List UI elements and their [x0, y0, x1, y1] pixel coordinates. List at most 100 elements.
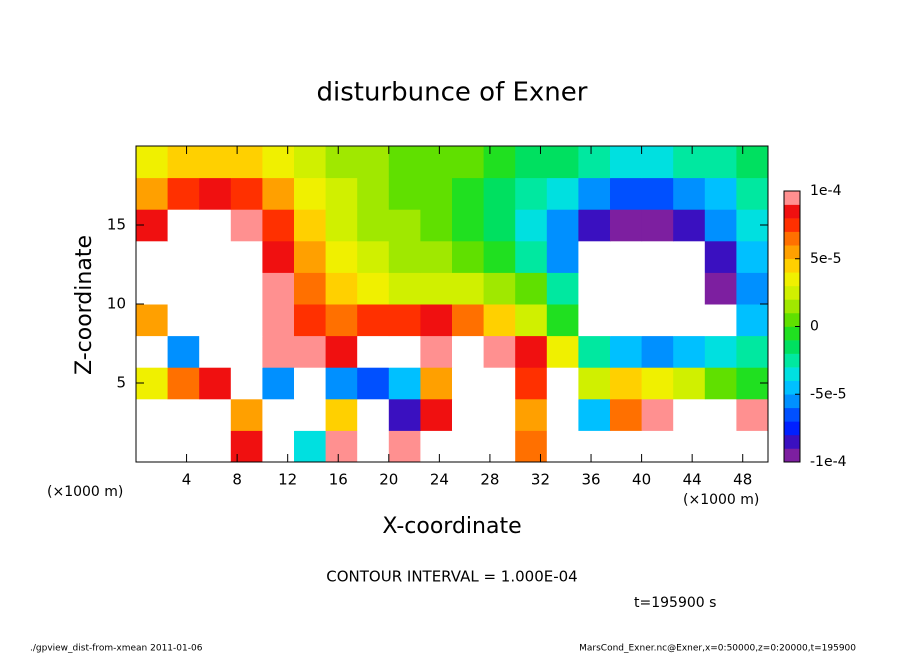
- heat-cell: [736, 430, 769, 463]
- heat-cell: [546, 209, 579, 242]
- heat-cell: [167, 272, 200, 305]
- heat-cell: [325, 398, 358, 431]
- heat-cell: [357, 430, 390, 463]
- heat-cell: [325, 146, 358, 179]
- heat-cell: [452, 209, 485, 242]
- heat-cell: [388, 304, 421, 337]
- heat-cell: [546, 146, 579, 179]
- heat-cell: [736, 398, 769, 431]
- heat-cell: [262, 430, 295, 463]
- heat-cell: [230, 272, 263, 305]
- x-tick-label: 4: [182, 471, 192, 489]
- heat-cell: [388, 240, 421, 273]
- heat-cell: [199, 398, 232, 431]
- colorbar-tick-label: 1e-4: [810, 183, 842, 199]
- heat-cell: [546, 240, 579, 273]
- heat-cell: [641, 240, 674, 273]
- heat-cell: [388, 209, 421, 242]
- colorbar-band: [784, 299, 800, 314]
- colorbar-band: [784, 448, 800, 463]
- heat-cell: [483, 430, 516, 463]
- heat-cell: [136, 398, 169, 431]
- heat-cell: [199, 240, 232, 273]
- heat-cell: [452, 335, 485, 368]
- heat-cell: [610, 272, 643, 305]
- heat-cell: [578, 304, 611, 337]
- heat-cell: [230, 240, 263, 273]
- heat-cell: [546, 398, 579, 431]
- heat-cell: [167, 177, 200, 210]
- heat-cell: [610, 304, 643, 337]
- heat-cell: [704, 367, 737, 400]
- x-tick-label: 24: [430, 471, 449, 489]
- heat-cell: [736, 335, 769, 368]
- heat-cell: [641, 304, 674, 337]
- heat-cell: [262, 304, 295, 337]
- colorbar-tick-label: 5e-5: [810, 251, 841, 267]
- heat-cell: [483, 304, 516, 337]
- heat-cell: [325, 240, 358, 273]
- heat-cell: [167, 398, 200, 431]
- heat-cell: [546, 304, 579, 337]
- heat-cell: [294, 304, 327, 337]
- heat-cell: [673, 209, 706, 242]
- heat-cell: [167, 146, 200, 179]
- heat-cell: [230, 430, 263, 463]
- heat-cell: [420, 430, 453, 463]
- heat-cell: [167, 430, 200, 463]
- heat-cell: [515, 398, 548, 431]
- heat-cell: [515, 209, 548, 242]
- y-tick-label: 10: [107, 295, 126, 313]
- colorbar-band: [784, 285, 800, 300]
- heat-cell: [420, 177, 453, 210]
- heat-cell: [325, 304, 358, 337]
- colorbar-band: [784, 353, 800, 368]
- heat-cell: [294, 177, 327, 210]
- heat-cell: [673, 398, 706, 431]
- heat-cell: [325, 367, 358, 400]
- heat-cell: [136, 430, 169, 463]
- colorbar-tick-label: 0: [810, 319, 819, 335]
- heat-cell: [167, 209, 200, 242]
- heat-cell: [357, 146, 390, 179]
- heat-cell: [483, 335, 516, 368]
- heat-cell: [420, 146, 453, 179]
- heat-cell: [546, 430, 579, 463]
- x-tick-label: 12: [278, 471, 297, 489]
- colorbar-tick-label: -1e-4: [810, 454, 847, 470]
- heat-cell: [704, 177, 737, 210]
- y-tick-label: 5: [116, 374, 126, 392]
- heat-cell: [262, 335, 295, 368]
- heat-cell: [515, 240, 548, 273]
- heat-cell: [673, 335, 706, 368]
- heat-cell: [673, 430, 706, 463]
- heat-cell: [578, 177, 611, 210]
- heat-cell: [578, 240, 611, 273]
- heat-cell: [641, 367, 674, 400]
- heat-cell: [325, 177, 358, 210]
- heat-cell: [262, 146, 295, 179]
- heat-cell: [452, 367, 485, 400]
- heat-cell: [452, 240, 485, 273]
- colorbar-band: [784, 204, 800, 219]
- heat-cell: [294, 430, 327, 463]
- heat-cell: [199, 335, 232, 368]
- heat-cell: [388, 272, 421, 305]
- heat-cell: [704, 335, 737, 368]
- colorbar-band: [784, 434, 800, 449]
- heat-cell: [578, 272, 611, 305]
- x-tick-label: 40: [632, 471, 651, 489]
- colorbar-band: [784, 231, 800, 246]
- heat-cell: [704, 304, 737, 337]
- heat-cell: [546, 367, 579, 400]
- x-tick-label: 16: [329, 471, 348, 489]
- colorbar-band: [784, 312, 800, 327]
- x-tick-label: 32: [531, 471, 550, 489]
- heat-cell: [610, 240, 643, 273]
- heat-cell: [452, 398, 485, 431]
- heat-cell: [578, 335, 611, 368]
- x-tick-label: 28: [480, 471, 499, 489]
- heat-cell: [610, 209, 643, 242]
- colorbar-band: [784, 367, 800, 381]
- heat-cell: [199, 367, 232, 400]
